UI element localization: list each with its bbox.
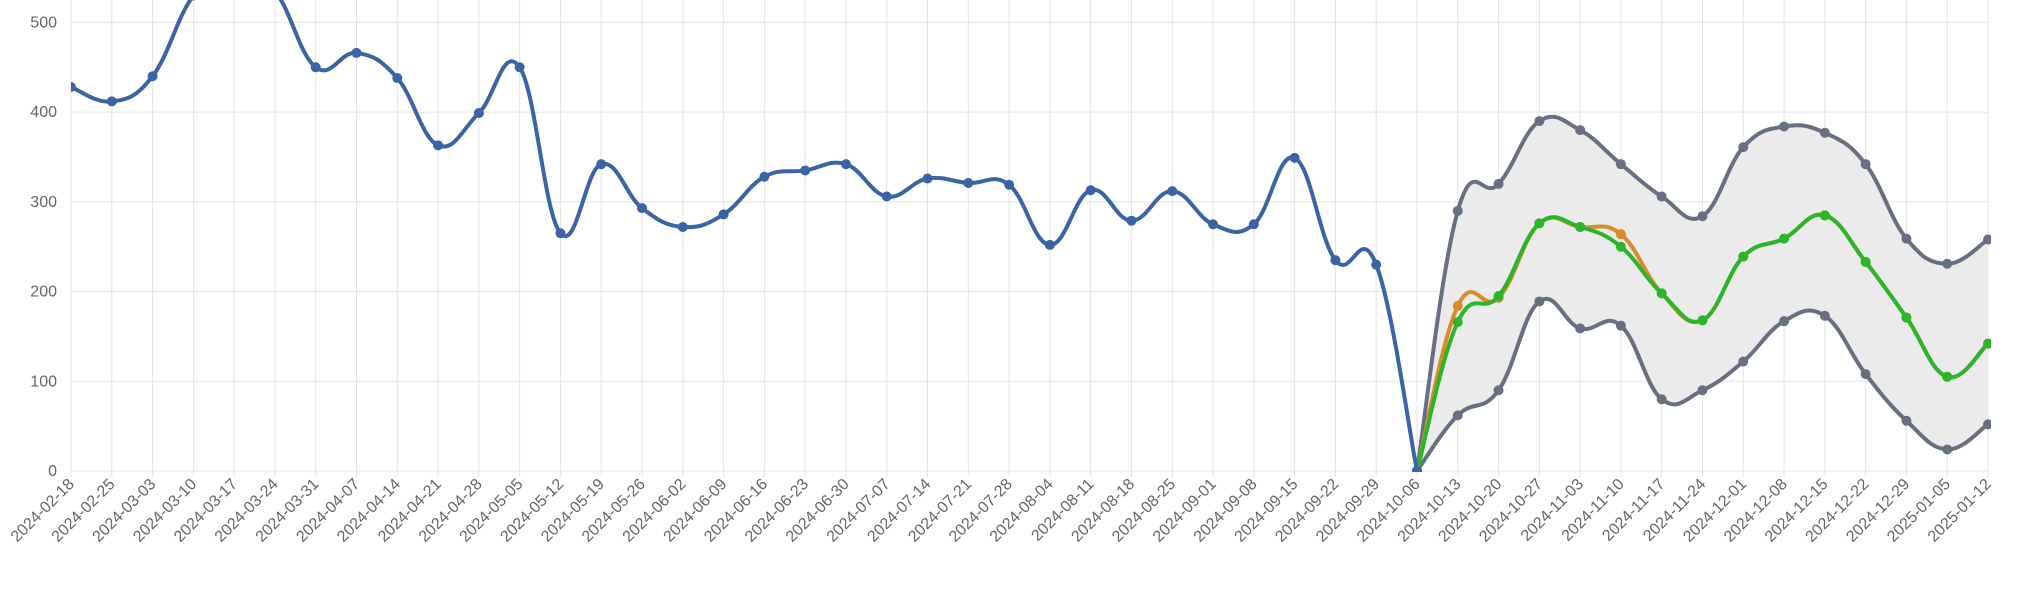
y-tick-label: 200	[30, 284, 57, 301]
data-point	[1779, 121, 1790, 132]
data-point	[1534, 116, 1545, 127]
data-point	[1942, 258, 1953, 269]
plot-area	[71, 0, 1991, 472]
y-tick-label: 100	[30, 373, 57, 390]
data-point	[1493, 385, 1504, 396]
data-point	[840, 159, 851, 170]
data-point	[1779, 316, 1790, 327]
data-point	[1452, 300, 1463, 311]
data-point	[1248, 219, 1259, 230]
data-point	[1656, 191, 1667, 202]
data-point	[1901, 233, 1912, 244]
data-point	[1330, 255, 1341, 266]
data-point	[1534, 218, 1545, 229]
data-point	[1738, 356, 1749, 367]
y-tick-label: 500	[30, 14, 57, 31]
data-point	[1819, 310, 1830, 321]
data-point	[1452, 410, 1463, 421]
data-point	[881, 191, 892, 202]
data-point	[1615, 241, 1626, 252]
data-point	[1167, 186, 1178, 197]
series-line	[71, 0, 1419, 472]
data-point	[759, 171, 770, 182]
data-point	[1493, 291, 1504, 302]
data-point	[1575, 323, 1586, 334]
data-point	[1656, 394, 1667, 405]
data-point	[1493, 178, 1504, 189]
y-tick-label: 400	[30, 104, 57, 121]
data-point	[1085, 185, 1096, 196]
data-point	[963, 178, 974, 189]
data-point	[147, 71, 158, 82]
data-point	[800, 165, 811, 176]
data-point	[1819, 210, 1830, 221]
data-point	[1371, 259, 1382, 270]
data-point	[1697, 211, 1708, 222]
data-point	[1697, 385, 1708, 396]
y-tick-label: 0	[48, 463, 57, 480]
data-point	[473, 108, 484, 119]
data-point	[433, 140, 444, 151]
data-point	[922, 173, 933, 184]
data-point	[1738, 142, 1749, 153]
data-point	[637, 203, 648, 214]
data-point	[1779, 233, 1790, 244]
data-point	[1942, 371, 1953, 382]
series-line	[1415, 114, 1990, 472]
data-point	[1575, 221, 1586, 232]
data-point	[1738, 251, 1749, 262]
data-point	[718, 209, 729, 220]
data-point	[71, 82, 76, 93]
data-point	[392, 73, 403, 84]
data-point	[1575, 125, 1586, 136]
data-point	[351, 47, 362, 58]
data-point	[1656, 288, 1667, 299]
data-point	[310, 62, 321, 73]
data-point	[1819, 127, 1830, 138]
y-tick-label: 300	[30, 194, 57, 211]
data-point	[514, 62, 525, 73]
data-point	[1534, 296, 1545, 307]
data-point	[191, 0, 196, 1]
data-point	[596, 159, 607, 170]
data-point	[1983, 419, 1991, 430]
data-point	[1901, 415, 1912, 426]
data-point	[1208, 219, 1219, 230]
data-point	[1942, 444, 1953, 455]
grid	[70, 0, 1989, 477]
data-point	[1615, 159, 1626, 170]
data-point	[1860, 256, 1871, 267]
data-point	[1411, 466, 1422, 472]
data-point	[1452, 317, 1463, 328]
data-point	[1697, 315, 1708, 326]
series-line	[1415, 296, 1990, 472]
data-point	[1126, 215, 1137, 226]
data-point	[1289, 152, 1300, 163]
data-point	[1901, 312, 1912, 323]
data-point	[1615, 320, 1626, 331]
data-point	[1983, 338, 1991, 349]
data-point	[1983, 234, 1991, 245]
data-point	[555, 228, 566, 239]
data-point	[106, 96, 117, 107]
data-point	[1860, 159, 1871, 170]
data-point	[1452, 205, 1463, 216]
data-point	[1860, 369, 1871, 380]
data-point	[1044, 239, 1055, 250]
data-point	[1615, 229, 1626, 240]
confidence-band	[1416, 116, 1988, 471]
data-point	[677, 221, 688, 232]
data-point	[1004, 179, 1015, 190]
